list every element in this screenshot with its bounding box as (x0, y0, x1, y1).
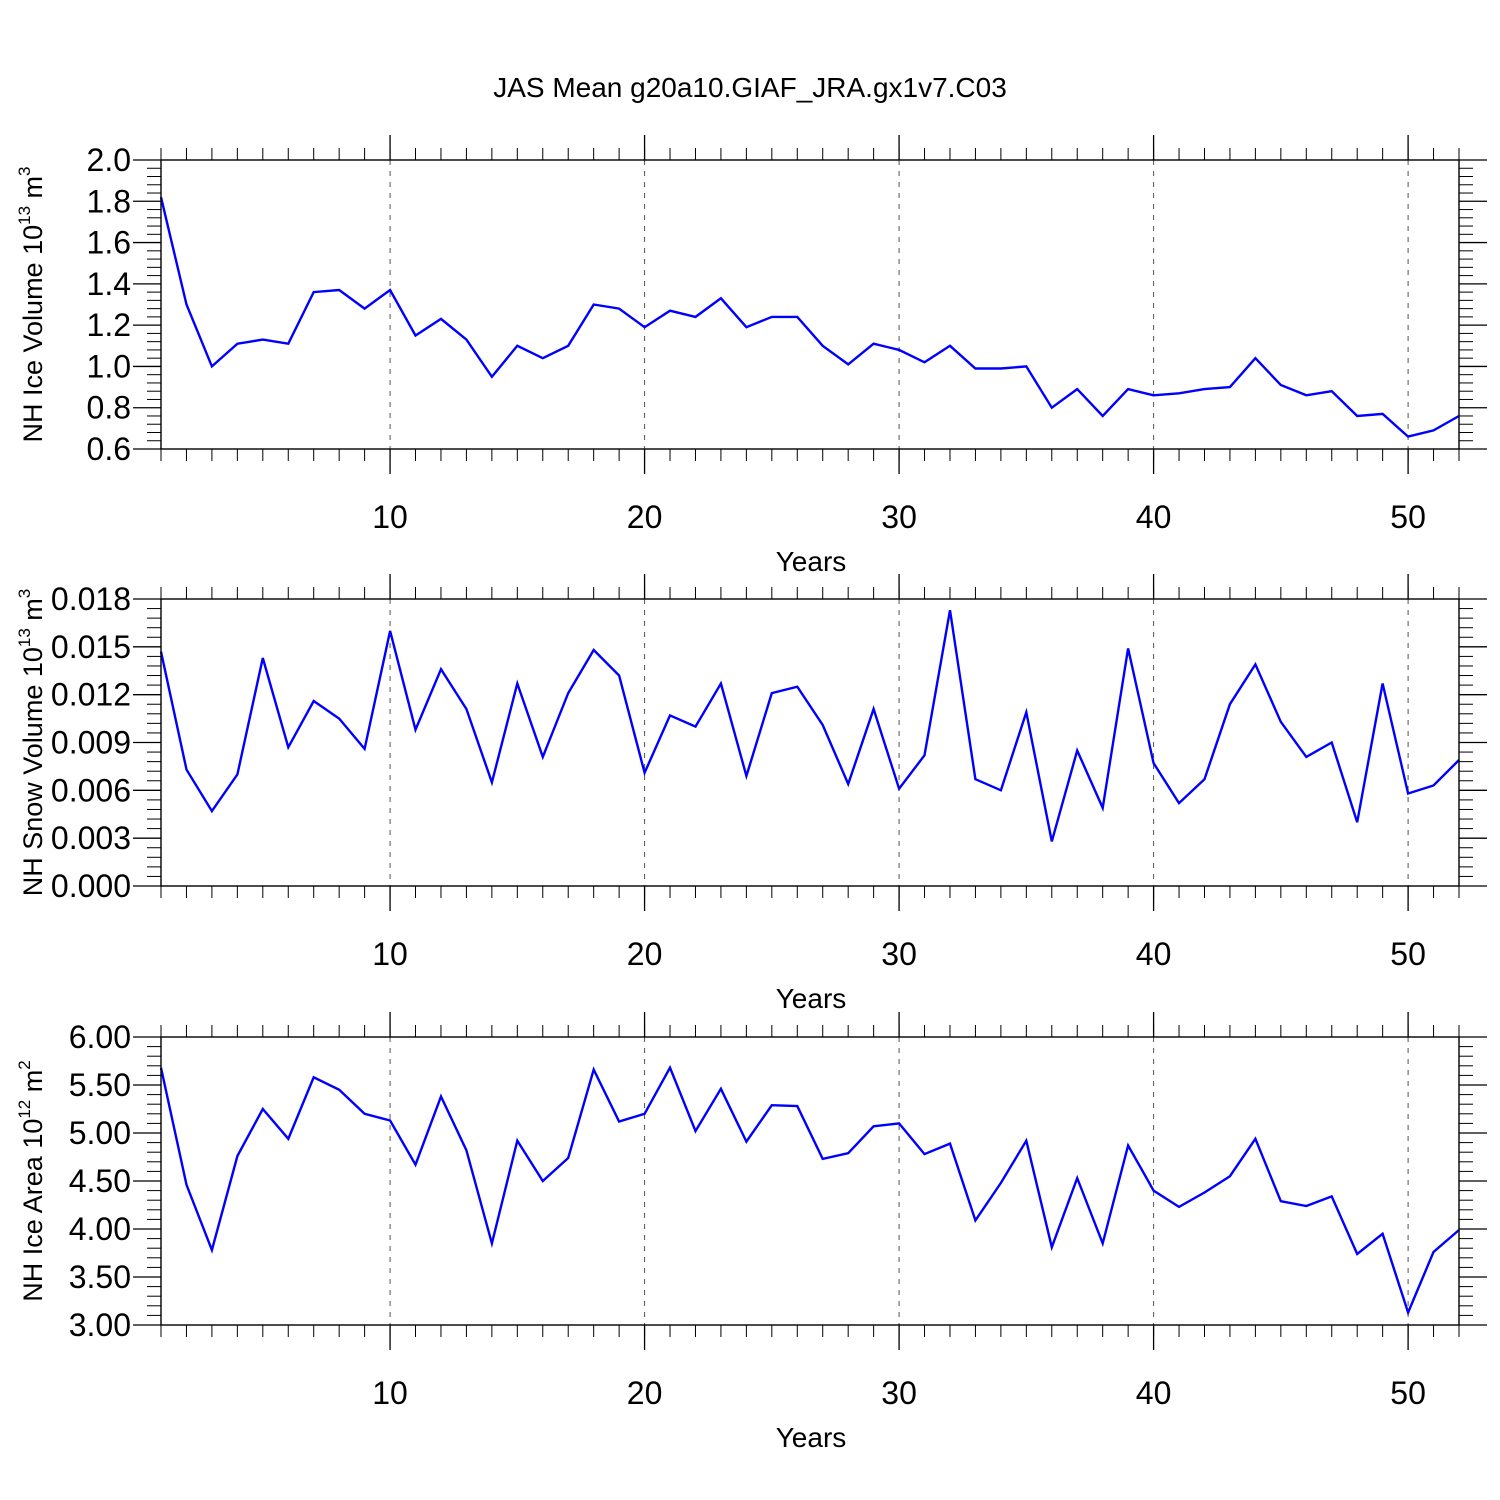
y-tick-label: 1.2 (87, 307, 131, 343)
x-tick-label: 30 (881, 499, 917, 535)
y-label-unit: m (18, 598, 48, 628)
y-label-unit-exponent: 2 (15, 1060, 34, 1069)
y-tick-label: 4.00 (69, 1211, 131, 1247)
x-tick-label: 50 (1390, 1375, 1426, 1411)
y-tick-label: 0.015 (51, 629, 131, 665)
x-axis-label: Years (776, 546, 847, 577)
panel-volume: 0.6 0.8 1.0 1.2 1.4 1.6 1.8 2.0 10 20 30 40 50 Years N… (15, 135, 1487, 577)
y-label-text: NH Ice Area 10 (18, 1119, 48, 1302)
y-label-unit: m (18, 1070, 48, 1100)
y-label-text: NH Snow Volume 10 (18, 647, 48, 896)
y-label-exponent: 12 (15, 1100, 34, 1119)
x-tick-label: 10 (372, 1375, 408, 1411)
y-tick-label: 5.50 (69, 1067, 131, 1103)
y-tick-label: 0.009 (51, 725, 131, 761)
y-tick-label: 3.00 (69, 1307, 131, 1343)
plot-frame (160, 598, 1460, 887)
x-tick-label: 40 (1136, 499, 1172, 535)
x-tick-label: 10 (372, 936, 408, 972)
y-tick-label: 1.0 (87, 348, 131, 384)
x-tick-label: 20 (627, 499, 663, 535)
chart-title: JAS Mean g20a10.GIAF_JRA.gx1v7.C03 (493, 72, 1007, 103)
plot-frame (160, 1036, 1460, 1326)
y-tick-label: 0.000 (51, 868, 131, 904)
y-label-exponent: 13 (15, 628, 34, 647)
x-tick-label: 10 (372, 499, 408, 535)
y-tick-label: 0.018 (51, 581, 131, 617)
x-tick-label: 30 (881, 936, 917, 972)
x-axis-label: Years (776, 983, 847, 1014)
y-label-exponent: 13 (15, 206, 34, 225)
y-tick-label: 1.4 (87, 266, 131, 302)
y-label-unit-exponent: 3 (15, 167, 34, 176)
y-tick-label: 4.50 (69, 1163, 131, 1199)
y-label-unit: m (18, 176, 48, 206)
panel-area: 3.00 3.50 4.00 4.50 5.00 5.50 6.00 10 20 30 40 50 Ye… (15, 1012, 1487, 1453)
x-axis-label: Years (776, 1422, 847, 1453)
x-tick-label: 50 (1390, 499, 1426, 535)
y-axis-label: NH Ice Area 1012 m2 (15, 1060, 48, 1301)
series-line-snow (159, 609, 1460, 842)
y-tick-label: 3.50 (69, 1259, 131, 1295)
y-tick-label: 0.8 (87, 390, 131, 426)
y-tick-label: 5.00 (69, 1115, 131, 1151)
series-line-volume (159, 196, 1460, 438)
y-tick-label: 1.6 (87, 225, 131, 261)
series-line-area (159, 1064, 1460, 1316)
x-tick-label: 40 (1136, 1375, 1172, 1411)
x-tick-label: 20 (627, 936, 663, 972)
y-label-unit-exponent: 3 (15, 589, 34, 598)
panel-snow: 0.000 0.003 0.006 0.009 0.012 0.015 0.018 10 20 3… (15, 574, 1487, 1014)
x-tick-label: 30 (881, 1375, 917, 1411)
y-tick-label: 0.012 (51, 677, 131, 713)
y-tick-label: 1.8 (87, 183, 131, 219)
y-tick-label: 0.003 (51, 820, 131, 856)
y-tick-label: 2.0 (87, 142, 131, 178)
x-tick-label: 40 (1136, 936, 1172, 972)
y-axis-label: NH Ice Volume 1013 m3 (15, 167, 48, 443)
y-tick-label: 0.006 (51, 772, 131, 808)
y-tick-label: 6.00 (69, 1019, 131, 1055)
y-tick-label: 0.6 (87, 431, 131, 467)
y-label-text: NH Ice Volume 10 (18, 225, 48, 443)
x-tick-label: 20 (627, 1375, 663, 1411)
y-axis-label: NH Snow Volume 1013 m3 (15, 589, 48, 897)
x-tick-label: 50 (1390, 936, 1426, 972)
plot-frame (160, 159, 1460, 450)
